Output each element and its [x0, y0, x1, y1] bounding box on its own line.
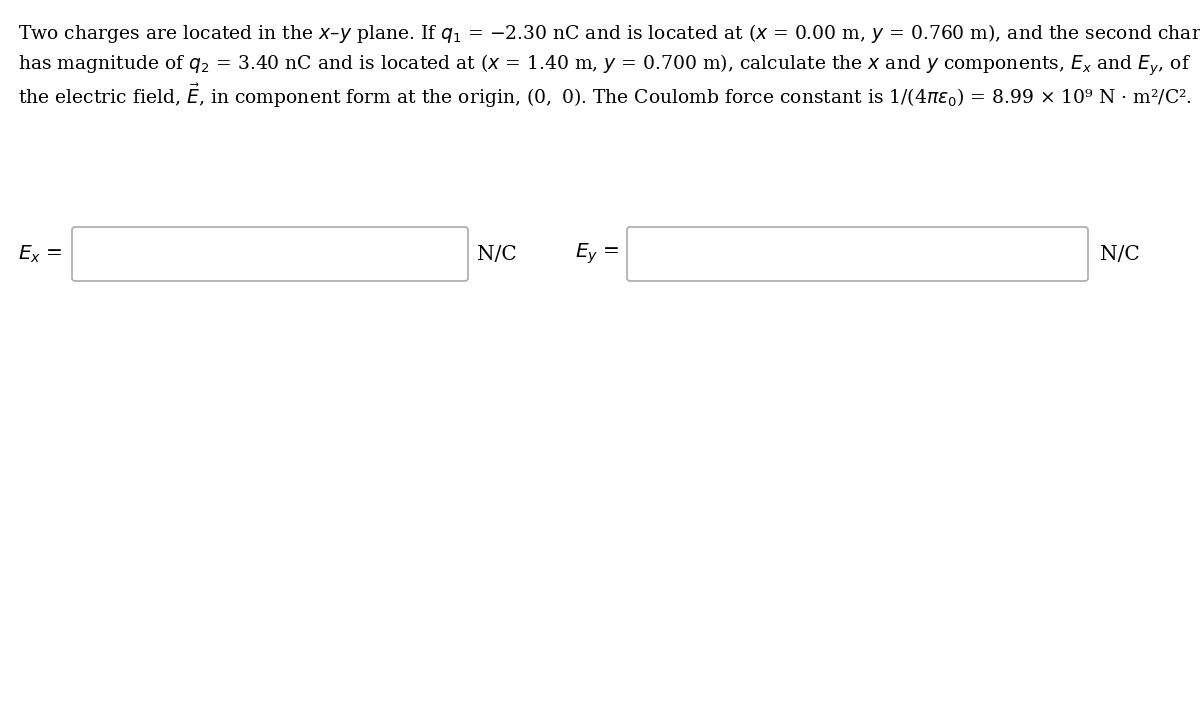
FancyBboxPatch shape — [628, 227, 1088, 281]
Text: has magnitude of $q_2$ = 3.40 nC and is located at ($x$ = 1.40 m, $y$ = 0.700 m): has magnitude of $q_2$ = 3.40 nC and is … — [18, 52, 1192, 77]
FancyBboxPatch shape — [72, 227, 468, 281]
Text: N/C: N/C — [1100, 244, 1140, 263]
Text: the electric field, $\vec{E}$, in component form at the origin, (0,  0). The Cou: the electric field, $\vec{E}$, in compon… — [18, 82, 1192, 110]
Text: Two charges are located in the $x$–$y$ plane. If $q_1$ = −2.30 nC and is located: Two charges are located in the $x$–$y$ p… — [18, 22, 1200, 45]
Text: $E_x$ =: $E_x$ = — [18, 244, 62, 265]
Text: N/C: N/C — [478, 244, 517, 263]
Text: $E_y$ =: $E_y$ = — [575, 241, 619, 266]
